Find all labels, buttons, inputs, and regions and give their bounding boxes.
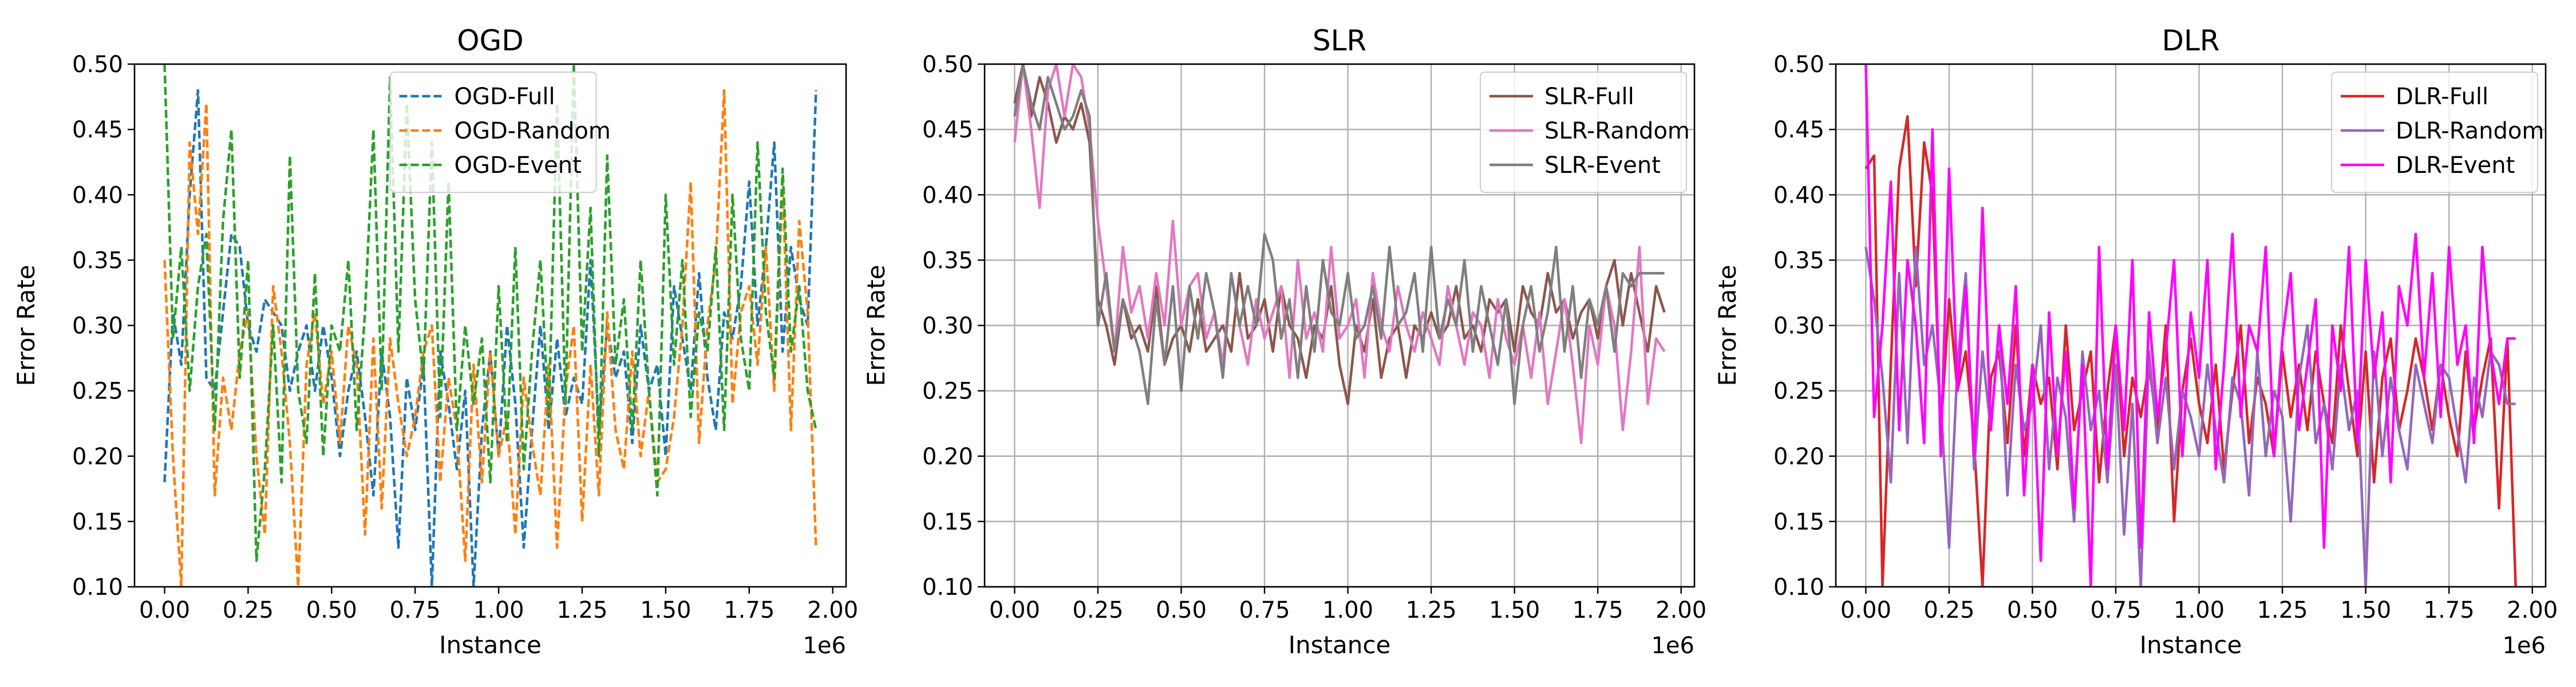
y-tick-label: 0.25 — [72, 378, 123, 405]
y-tick-label: 0.40 — [1773, 182, 1824, 208]
y-tick-label: 0.30 — [1773, 313, 1824, 339]
x-tick-label: 1.00 — [1322, 597, 1373, 623]
legend-label: OGD-Full — [455, 84, 555, 110]
x-tick-label: 0.00 — [1840, 597, 1891, 623]
legend-label: OGD-Random — [455, 118, 611, 144]
chart-panel-slr: 0.00 0.25 0.50 0.75 1.00 1.25 1.50 1.75 2.00 0.10… — [862, 24, 1706, 659]
y-tick-label: 0.25 — [1773, 378, 1824, 405]
x-tick-label: 0.50 — [1156, 597, 1207, 623]
x-tick-label: 0.50 — [306, 597, 357, 623]
chart-panel-dlr: 0.00 0.25 0.50 0.75 1.00 1.25 1.50 1.75 2.00 0.10… — [1713, 24, 2558, 659]
series-line-ogd-random — [163, 89, 817, 587]
x-tick-label: 1.00 — [473, 597, 524, 623]
y-tick-label: 0.45 — [72, 117, 123, 143]
y-tick-label: 0.50 — [922, 52, 973, 78]
y-tick-label: 0.50 — [72, 52, 123, 78]
x-tick-label: 1.25 — [1406, 597, 1457, 623]
y-tick-label: 0.50 — [1773, 52, 1824, 78]
series-group — [163, 64, 817, 587]
x-tick-label: 1.75 — [1573, 597, 1623, 623]
x-offset-label: 1e6 — [2502, 633, 2546, 659]
x-tick-label: 0.75 — [1239, 597, 1290, 623]
series-line-slr-event — [1013, 64, 1665, 405]
x-offset-label: 1e6 — [1651, 633, 1694, 659]
legend-label: SLR-Random — [1544, 118, 1690, 144]
y-tick-label: 0.40 — [72, 182, 123, 208]
chart-panel-ogd: 0.00 0.25 0.50 0.75 1.00 1.25 1.50 1.75 2.00 0.10… — [12, 24, 858, 659]
y-tick-label: 0.30 — [72, 313, 123, 339]
x-tick-label: 1.00 — [2174, 597, 2225, 623]
x-tick-label: 1.25 — [556, 597, 607, 623]
legend-label: DLR-Event — [2396, 152, 2515, 179]
y-tick-label: 0.15 — [72, 509, 123, 535]
y-tick-label: 0.25 — [922, 378, 973, 405]
y-tick-label: 0.20 — [922, 444, 973, 470]
y-tick-label: 0.10 — [1773, 574, 1824, 601]
y-tick-label: 0.20 — [72, 444, 123, 470]
y-tick-label: 0.10 — [922, 574, 973, 601]
x-tick-label: 1.75 — [2424, 597, 2475, 623]
x-tick-label: 0.00 — [989, 597, 1040, 623]
x-tick-label: 0.25 — [223, 597, 274, 623]
x-tick-label: 0.50 — [2007, 597, 2058, 623]
y-axis-label: Error Rate — [862, 264, 890, 386]
chart-title: DLR — [2162, 24, 2219, 57]
legend: SLR-Full SLR-Random SLR-Event — [1480, 72, 1690, 193]
x-offset-label: 1e6 — [803, 633, 846, 659]
x-axis-label: Instance — [439, 631, 542, 659]
x-tick-label: 2.00 — [807, 597, 858, 623]
x-tick-label: 0.75 — [390, 597, 441, 623]
x-tick-label: 1.25 — [2257, 597, 2308, 623]
y-axis-label: Error Rate — [1713, 264, 1741, 386]
x-tick-label: 1.50 — [1489, 597, 1540, 623]
legend-box — [1480, 72, 1687, 193]
chart-title: OGD — [457, 24, 524, 57]
x-tick-label: 2.00 — [1656, 597, 1706, 623]
y-tick-label: 0.35 — [1773, 247, 1824, 274]
y-tick-label: 0.35 — [72, 247, 123, 274]
y-tick-label: 0.40 — [922, 182, 973, 208]
x-tick-label: 1.50 — [640, 597, 691, 623]
y-tick-label: 0.15 — [922, 509, 973, 535]
y-tick-label: 0.30 — [922, 313, 973, 339]
chart-title: SLR — [1313, 24, 1366, 57]
legend-label: OGD-Event — [455, 152, 582, 179]
legend-label: DLR-Random — [2396, 118, 2544, 144]
series-line-slr-random — [1013, 64, 1666, 445]
legend-label: SLR-Event — [1544, 152, 1661, 179]
x-tick-label: 0.75 — [2090, 597, 2141, 623]
y-tick-label: 0.45 — [1773, 117, 1824, 143]
series-group — [1864, 64, 2517, 587]
y-tick-label: 0.20 — [1773, 444, 1824, 470]
legend: DLR-Full DLR-Random DLR-Event — [2331, 72, 2544, 193]
legend-label: DLR-Full — [2396, 84, 2488, 110]
y-tick-label: 0.15 — [1773, 509, 1824, 535]
series-line-dlr-event — [1864, 64, 2516, 587]
x-tick-label: 2.00 — [2507, 597, 2558, 623]
legend-box — [2331, 72, 2538, 193]
x-tick-label: 0.25 — [1923, 597, 1974, 623]
y-axis-label: Error Rate — [12, 264, 40, 386]
y-tick-label: 0.45 — [922, 117, 973, 143]
legend-label: SLR-Full — [1544, 84, 1634, 110]
series-group — [1013, 64, 1666, 445]
x-tick-label: 0.00 — [139, 597, 190, 623]
x-axis-label: Instance — [2140, 631, 2242, 659]
series-line-dlr-random — [1864, 246, 2516, 587]
legend: OGD-Full OGD-Random OGD-Event — [389, 72, 611, 193]
y-tick-label: 0.10 — [72, 574, 123, 601]
x-tick-label: 1.50 — [2340, 597, 2391, 623]
series-line-ogd-event — [163, 64, 817, 562]
y-tick-label: 0.35 — [922, 247, 973, 274]
legend-box — [389, 72, 597, 193]
x-tick-label: 0.25 — [1072, 597, 1123, 623]
x-tick-label: 1.75 — [724, 597, 775, 623]
x-axis-label: Instance — [1289, 631, 1391, 659]
